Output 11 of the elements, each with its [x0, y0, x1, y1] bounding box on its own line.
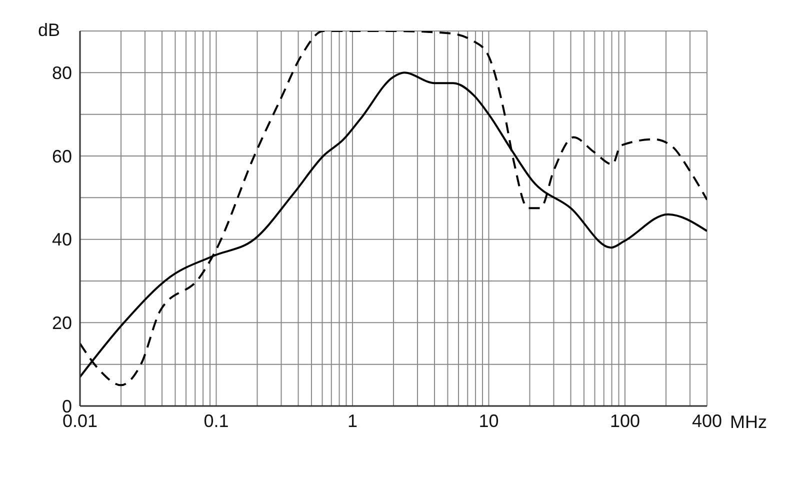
y-tick-label: 60 — [52, 146, 72, 166]
x-tick-label: 1 — [347, 410, 358, 431]
x-tick-label: 10 — [478, 410, 499, 431]
y-tick-label: 40 — [52, 230, 72, 250]
x-tick-label: 100 — [610, 410, 640, 431]
x-axis-title: MHz — [730, 412, 767, 433]
x-tick-label: 0.1 — [204, 410, 229, 431]
y-tick-label: 80 — [52, 63, 72, 84]
x-tick-label: 400 — [692, 410, 722, 431]
y-axis-title: dB — [38, 20, 60, 41]
y-tick-label: 20 — [52, 313, 72, 334]
